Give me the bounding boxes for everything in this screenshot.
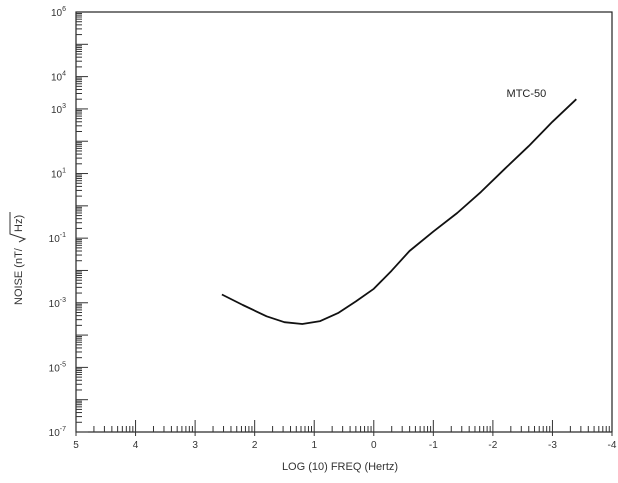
y-axis-title-root: Hz <box>13 219 25 232</box>
y-axis-title-prefix: NOISE (nT/ <box>13 247 25 305</box>
y-tick-label: 10-5 <box>49 361 66 374</box>
sqrt-sign-icon <box>9 212 27 243</box>
y-tick-label: 10-7 <box>49 426 66 439</box>
x-tick-label: -3 <box>548 440 557 451</box>
y-tick-label: 10-3 <box>49 297 66 310</box>
x-tick-label: 1 <box>311 440 317 451</box>
y-tick-label: 101 <box>51 168 66 181</box>
y-tick-label: 106 <box>51 6 66 19</box>
x-tick-label: -1 <box>429 440 438 451</box>
svg-text:Hz): Hz) <box>13 215 25 232</box>
plot-frame <box>75 11 613 433</box>
y-axis-title-suffix: ) <box>13 215 25 219</box>
x-tick-label: 4 <box>133 440 139 451</box>
x-tick-label: -2 <box>488 440 497 451</box>
x-tick-label: 3 <box>192 440 198 451</box>
y-axis-title: NOISE (nT/ Hz) <box>9 212 27 305</box>
y-tick-label: 103 <box>51 103 66 116</box>
series-line-mtc-50 <box>221 98 577 325</box>
series-label: MTC-50 <box>507 88 547 100</box>
x-tick-label: 2 <box>252 440 258 451</box>
y-tick-label: 104 <box>51 71 66 84</box>
x-tick-label: 0 <box>371 440 377 451</box>
x-axis-title: LOG (10) FREQ (Hertz) <box>282 461 398 473</box>
x-tick-label: -4 <box>608 440 617 451</box>
svg-text:NOISE (nT/: NOISE (nT/ <box>13 247 25 305</box>
y-tick-label: 10-1 <box>49 232 66 245</box>
x-tick-label: 5 <box>73 440 79 451</box>
